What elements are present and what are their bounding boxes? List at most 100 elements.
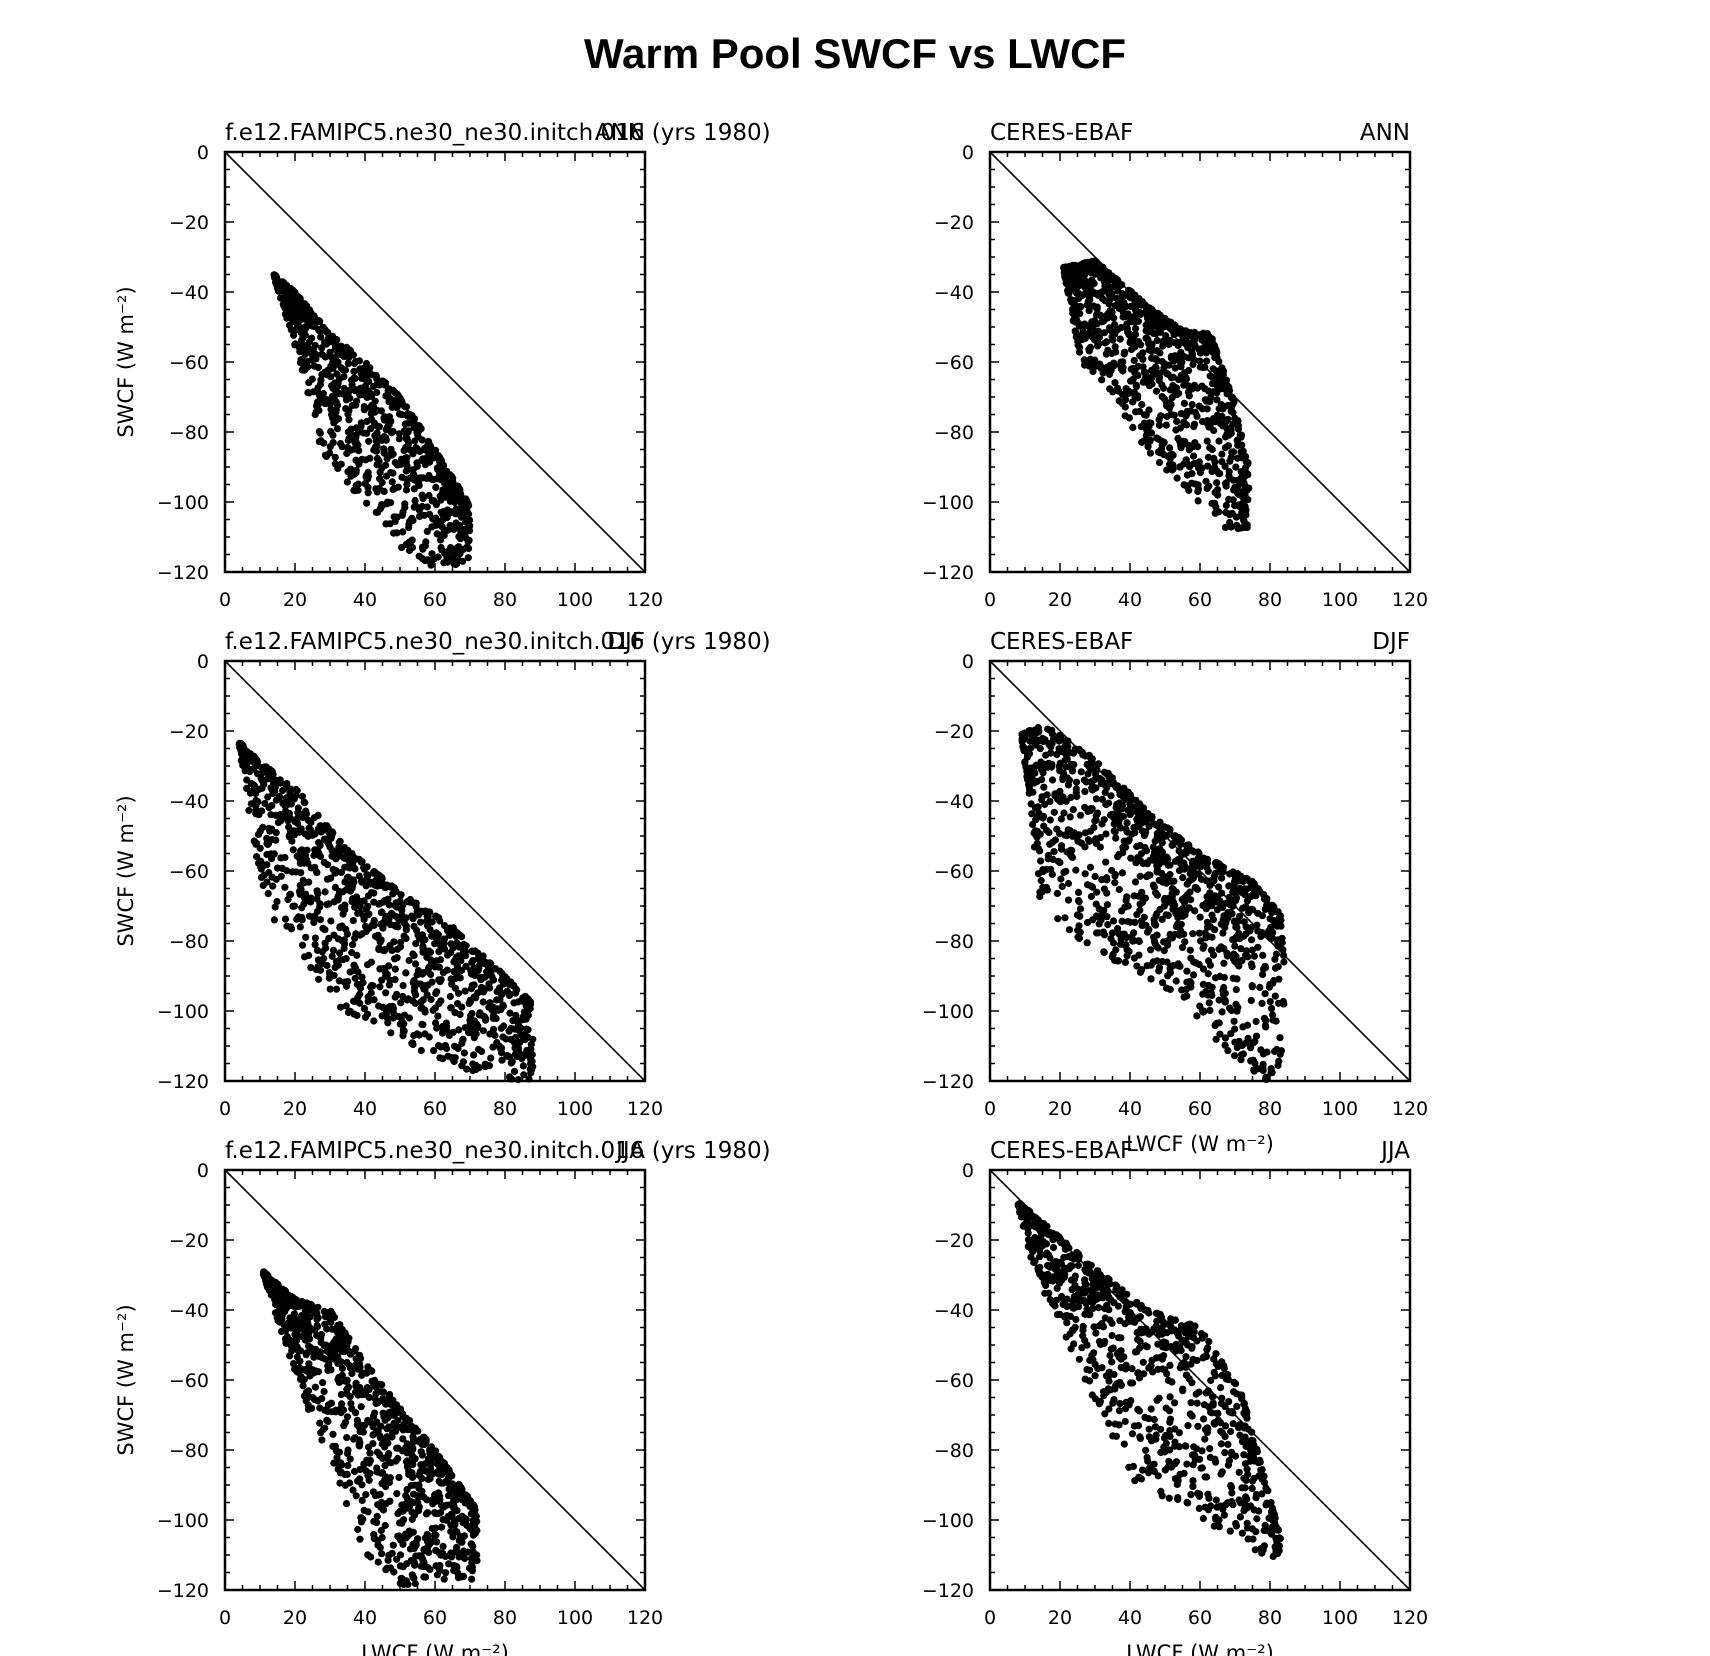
scatter-point xyxy=(336,837,344,845)
scatter-point xyxy=(449,555,457,563)
scatter-point xyxy=(1228,509,1236,518)
scatter-point xyxy=(1135,937,1143,946)
scatter-point xyxy=(418,1020,426,1028)
scatter-point xyxy=(1162,421,1170,429)
scatter-point xyxy=(301,331,309,339)
scatter-point xyxy=(296,851,304,860)
scatter-point xyxy=(339,910,347,918)
scatter-point xyxy=(337,868,345,877)
scatter-point xyxy=(1108,810,1116,818)
scatter-point xyxy=(317,396,325,404)
scatter-point xyxy=(300,900,308,908)
scatter-point xyxy=(361,480,369,488)
scatter-point xyxy=(272,875,280,883)
scatter-point xyxy=(327,373,335,381)
scatter-point xyxy=(1275,1057,1283,1065)
scatter-point xyxy=(1213,396,1221,404)
scatter-point xyxy=(1138,400,1146,409)
scatter-point xyxy=(1100,885,1108,893)
y-tick-label: −100 xyxy=(922,1001,974,1023)
scatter-point xyxy=(1169,465,1177,473)
scatter-point xyxy=(1190,452,1198,460)
scatter-point xyxy=(1019,743,1027,751)
figure-title: Warm Pool SWCF vs LWCF xyxy=(583,30,1127,77)
scatter-point xyxy=(375,944,383,952)
scatter-point xyxy=(427,970,435,979)
scatter-point xyxy=(280,288,288,297)
scatter-point xyxy=(1061,914,1069,922)
scatter-point xyxy=(455,1026,463,1034)
y-tick-label: −40 xyxy=(934,791,974,813)
scatter-point xyxy=(401,500,409,508)
scatter-point xyxy=(1247,996,1255,1005)
scatter-point xyxy=(1074,341,1082,349)
scatter-point xyxy=(1092,900,1100,908)
panel-title-left: f.e12.FAMIPC5.ne30_ne30.initch.016 (yrs … xyxy=(225,120,771,146)
scatter-point xyxy=(1105,370,1114,378)
scatter-point xyxy=(1130,388,1138,396)
scatter-point xyxy=(1058,882,1066,891)
scatter-point xyxy=(1111,879,1119,887)
scatter-point xyxy=(1271,955,1279,963)
scatter-point xyxy=(1216,420,1225,428)
y-tick-label: 0 xyxy=(962,651,974,673)
scatter-point xyxy=(314,389,323,397)
scatter-point xyxy=(278,280,287,288)
scatter-point xyxy=(1213,479,1221,487)
x-tick-label: 120 xyxy=(627,1098,663,1120)
scatter-point xyxy=(1100,931,1109,939)
scatter-point xyxy=(286,788,294,796)
scatter-point xyxy=(285,310,293,318)
scatter-point xyxy=(1219,375,1227,383)
scatter-point xyxy=(1030,734,1038,742)
scatter-point xyxy=(1190,460,1198,468)
y-tick-label: −120 xyxy=(922,562,974,584)
scatter-point xyxy=(1103,784,1111,792)
scatter-point xyxy=(513,1052,521,1060)
scatter-point xyxy=(475,1045,483,1053)
scatter-point xyxy=(1208,380,1217,388)
x-tick-label: 40 xyxy=(353,1098,377,1120)
scatter-point xyxy=(485,980,493,988)
y-tick-label: −100 xyxy=(157,1510,209,1532)
scatter-point xyxy=(1203,339,1211,347)
scatter-point xyxy=(374,436,382,444)
scatter-point xyxy=(1077,768,1085,776)
scatter-point xyxy=(1102,800,1110,809)
scatter-point xyxy=(1156,328,1164,336)
scatter-point xyxy=(340,978,348,986)
scatter-point xyxy=(467,970,475,978)
scatter-point xyxy=(1268,1069,1276,1077)
scatter-point xyxy=(422,538,430,546)
scatter-point xyxy=(520,1071,528,1079)
scatter-point xyxy=(300,346,308,355)
scatter-point xyxy=(268,802,276,810)
scatter-point xyxy=(358,898,366,906)
scatter-point xyxy=(1083,301,1091,309)
scatter-point xyxy=(425,458,433,466)
scatter-point xyxy=(1140,419,1148,427)
scatter-point xyxy=(287,925,296,933)
scatter-point xyxy=(443,966,451,974)
scatter-point xyxy=(236,743,244,752)
scatter-point xyxy=(343,1470,351,1478)
scatter-point xyxy=(331,453,339,461)
scatter-point xyxy=(331,963,339,972)
scatter-point xyxy=(1076,912,1084,920)
scatter-point xyxy=(316,429,324,437)
panel-title-right: ANN xyxy=(595,120,645,146)
scatter-point xyxy=(1067,793,1075,802)
scatter-point xyxy=(493,996,501,1004)
scatter-point xyxy=(1085,323,1093,331)
scatter-point xyxy=(1176,463,1184,471)
scatter-point xyxy=(1148,366,1156,374)
scatter-point xyxy=(1164,937,1172,945)
scatter-point xyxy=(447,940,455,948)
scatter-point xyxy=(382,436,390,444)
scatter-point xyxy=(1191,439,1199,447)
scatter-point xyxy=(1129,937,1137,945)
x-tick-label: 20 xyxy=(283,1098,307,1120)
scatter-point xyxy=(506,1009,514,1017)
scatter-point xyxy=(344,443,352,452)
scatter-point xyxy=(367,958,375,966)
